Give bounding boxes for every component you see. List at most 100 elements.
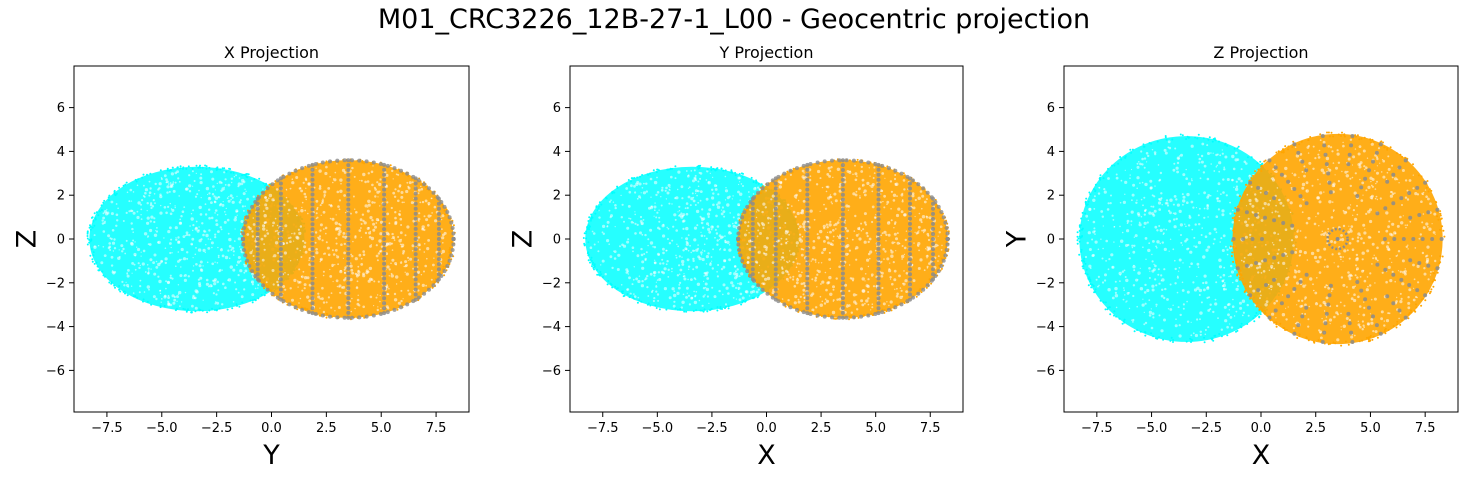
- cloud-gap: [111, 229, 115, 232]
- cloud-gap: [1198, 223, 1201, 226]
- cloud-gap: [1172, 203, 1175, 206]
- gray-point: [805, 281, 810, 286]
- cloud-gap: [338, 286, 340, 288]
- cloud-gap: [1153, 268, 1156, 271]
- cloud-gap: [1151, 312, 1155, 316]
- cloud-gap: [220, 189, 223, 192]
- cyan-point: [104, 275, 106, 278]
- cloud-gap: [767, 222, 770, 224]
- cloud-gap: [200, 197, 202, 199]
- cloud-gap: [762, 202, 766, 206]
- cloud-gap: [1136, 162, 1139, 165]
- cloud-gap: [409, 257, 413, 261]
- cloud-gap: [171, 252, 173, 254]
- cloud-gap: [701, 304, 704, 307]
- orange-point: [928, 278, 931, 281]
- cloud-gap: [1223, 287, 1226, 290]
- cloud-gap: [263, 214, 267, 218]
- cloud-gap: [1198, 193, 1200, 195]
- cloud-gap: [1167, 308, 1170, 310]
- cloud-gap: [778, 215, 781, 218]
- cloud-gap: [202, 233, 205, 237]
- cyan-point: [702, 310, 705, 313]
- gray-point: [908, 252, 912, 257]
- y-tick-label: −4: [46, 320, 65, 335]
- gray-point: [310, 192, 315, 197]
- cyan-point: [596, 209, 599, 212]
- cloud-gap: [1091, 254, 1095, 257]
- cyan-point: [241, 301, 244, 304]
- orange-point: [741, 256, 744, 259]
- cyan-point: [211, 307, 213, 310]
- cloud-gap: [1172, 304, 1174, 306]
- gray-point: [840, 251, 845, 256]
- gray-point: [748, 274, 753, 278]
- cloud-gap: [1222, 273, 1226, 277]
- cloud-gap: [395, 263, 397, 266]
- gray-point: [750, 257, 755, 262]
- cloud-gap: [746, 256, 750, 260]
- cloud-gap: [1155, 245, 1157, 248]
- gray-point: [436, 211, 441, 216]
- cloud-gap: [121, 280, 124, 283]
- orange-point: [263, 287, 266, 290]
- cyan-point: [1181, 134, 1184, 137]
- cloud-gap: [829, 267, 832, 270]
- gray-point: [866, 313, 871, 318]
- cloud-gap: [1128, 291, 1130, 294]
- cloud-gap: [917, 242, 921, 246]
- cloud-gap: [140, 208, 143, 211]
- gray-point: [346, 227, 351, 232]
- orange-point: [397, 304, 400, 307]
- cloud-gap: [299, 225, 303, 228]
- gray-point: [760, 287, 765, 292]
- cloud-gap: [187, 275, 190, 278]
- cloud-gap: [714, 228, 717, 231]
- cloud-gap: [1143, 196, 1146, 199]
- cloud-gap: [178, 180, 181, 183]
- cloud-gap: [752, 193, 755, 195]
- cloud-gap: [423, 251, 426, 253]
- cloud-gap: [251, 235, 255, 238]
- cloud-gap: [231, 196, 234, 199]
- cloud-gap: [332, 280, 334, 283]
- cloud-gap: [291, 298, 294, 302]
- cloud-gap: [1169, 283, 1172, 286]
- cloud-gap: [861, 178, 865, 182]
- cloud-gap: [656, 293, 660, 296]
- cloud-gap: [1142, 246, 1144, 248]
- cloud-gap: [333, 178, 337, 182]
- cloud-gap: [1213, 238, 1216, 241]
- gray-point: [805, 301, 810, 306]
- cloud-gap: [341, 168, 346, 172]
- cyan-point: [596, 273, 599, 276]
- cloud-gap: [241, 178, 245, 183]
- cloud-gap: [1123, 289, 1125, 292]
- cloud-gap: [394, 211, 397, 214]
- gray-point: [310, 207, 315, 212]
- gray-point: [936, 269, 941, 274]
- cloud-gap: [645, 182, 648, 185]
- cloud-gap: [682, 227, 685, 230]
- cloud-gap: [330, 306, 333, 309]
- cloud-gap: [890, 219, 893, 222]
- cloud-gap: [183, 278, 187, 282]
- cloud-gap: [149, 187, 152, 190]
- cloud-gap: [1118, 271, 1122, 276]
- cloud-gap: [360, 236, 362, 238]
- cloud-gap: [859, 195, 861, 197]
- orange-point: [290, 303, 293, 306]
- gray-point: [278, 226, 283, 231]
- orange-point: [883, 309, 886, 311]
- subplot-title: X Projection: [224, 43, 319, 62]
- gray-point: [876, 217, 881, 222]
- cloud-gap: [115, 203, 118, 205]
- gray-point: [750, 221, 755, 226]
- gray-point: [346, 182, 351, 187]
- cloud-gap: [867, 278, 870, 281]
- cloud-gap: [128, 210, 131, 213]
- cloud-gap: [198, 205, 202, 210]
- cloud-gap: [330, 292, 333, 294]
- cloud-gap: [332, 253, 336, 256]
